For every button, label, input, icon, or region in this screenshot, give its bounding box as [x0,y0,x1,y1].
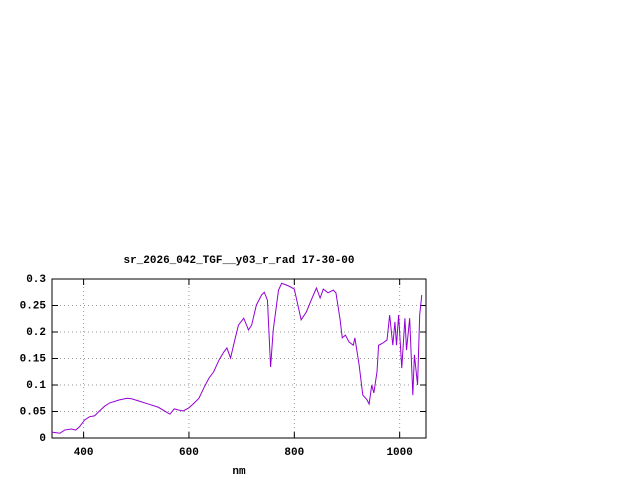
y-tick-label: 0.15 [20,353,47,365]
plot-border [51,278,427,439]
x-axis-label: nm [232,466,246,478]
y-tick-label: 0.3 [26,274,46,286]
y-tick-label: 0.1 [26,380,46,392]
y-tick-label: 0.2 [26,327,46,339]
y-tick-label: 0.25 [20,300,47,312]
data-line [51,282,423,434]
chart-title: sr_2026_042_TGF__y03_r_rad 17-30-00 [123,255,354,267]
y-tick-label: 0 [39,433,46,445]
x-tick-label: 800 [284,447,304,459]
x-tick-label: 1000 [386,447,412,459]
x-tick-label: 400 [74,447,94,459]
y-tick-label: 0.05 [20,406,47,418]
x-tick-label: 600 [179,447,199,459]
